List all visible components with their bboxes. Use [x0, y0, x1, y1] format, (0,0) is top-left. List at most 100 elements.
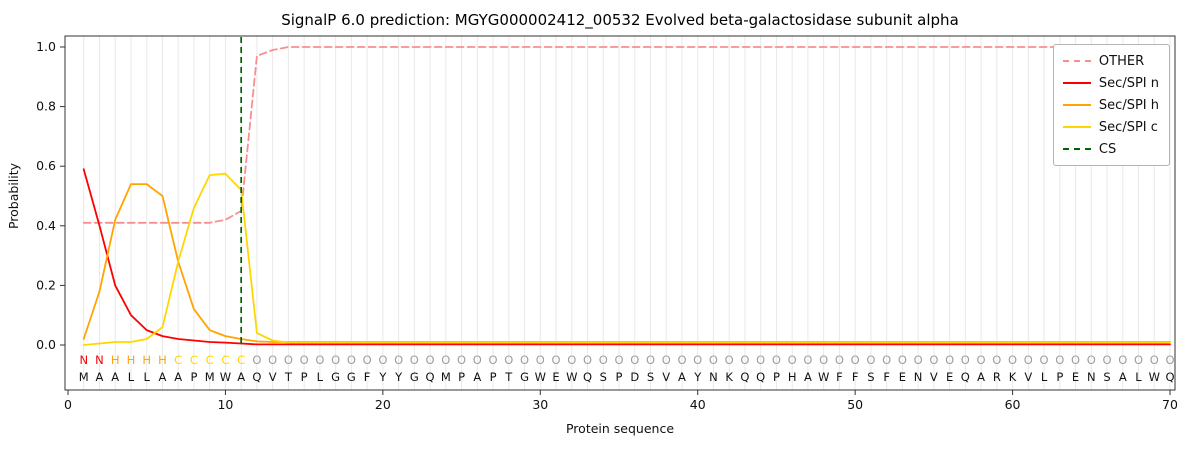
- region-label: O: [788, 353, 797, 367]
- residue-label: Q: [1165, 370, 1174, 384]
- legend-line-sample: [1062, 148, 1091, 150]
- residue-label: L: [317, 370, 324, 384]
- residue-label: N: [1087, 370, 1096, 384]
- y-tick-label: 1.0: [36, 39, 56, 54]
- region-label: O: [315, 353, 324, 367]
- legend-label: CS: [1098, 141, 1117, 157]
- region-label: O: [929, 353, 938, 367]
- region-label: H: [158, 353, 167, 367]
- legend-item: CS: [1062, 138, 1159, 160]
- x-tick-label: 70: [1162, 397, 1178, 412]
- region-label: O: [740, 353, 749, 367]
- region-label: O: [1165, 353, 1174, 367]
- region-label: O: [693, 353, 702, 367]
- residue-label: L: [144, 370, 151, 384]
- residue-label: F: [836, 370, 843, 384]
- region-label: C: [190, 353, 198, 367]
- residue-label: P: [190, 370, 197, 384]
- residue-label: M: [205, 370, 215, 384]
- region-label: O: [756, 353, 765, 367]
- residue-label: G: [520, 370, 529, 384]
- residue-label: Q: [756, 370, 765, 384]
- region-label: O: [1024, 353, 1033, 367]
- region-label: O: [284, 353, 293, 367]
- residue-label: R: [993, 370, 1001, 384]
- region-label: O: [1008, 353, 1017, 367]
- residue-label: W: [1149, 370, 1160, 384]
- residue-label: Q: [426, 370, 435, 384]
- region-label: O: [583, 353, 592, 367]
- y-tick-label: 0.4: [36, 218, 56, 233]
- region-label: O: [551, 353, 560, 367]
- residue-label: P: [458, 370, 465, 384]
- residue-label: N: [709, 370, 718, 384]
- residue-label: Q: [740, 370, 749, 384]
- legend-line-sample: [1062, 60, 1091, 62]
- residue-label: M: [79, 370, 89, 384]
- legend-label: Sec/SPI h: [1098, 97, 1159, 113]
- region-label: O: [882, 353, 891, 367]
- region-label: O: [819, 353, 828, 367]
- region-label: O: [1040, 353, 1049, 367]
- x-tick-label: 30: [532, 397, 548, 412]
- legend-line-sample: [1062, 82, 1091, 84]
- residue-label: P: [616, 370, 623, 384]
- region-label: O: [441, 353, 450, 367]
- region-label: O: [630, 353, 639, 367]
- x-tick-label: 0: [64, 397, 72, 412]
- residue-label: W: [220, 370, 231, 384]
- residue-label: N: [914, 370, 923, 384]
- residue-label: V: [930, 370, 938, 384]
- region-label: O: [677, 353, 686, 367]
- residue-label: V: [662, 370, 670, 384]
- residue-label: A: [111, 370, 119, 384]
- residue-label: Y: [693, 370, 702, 384]
- region-label: H: [142, 353, 151, 367]
- region-label: O: [300, 353, 309, 367]
- region-label: O: [473, 353, 482, 367]
- residue-label: L: [1135, 370, 1142, 384]
- region-label: O: [1102, 353, 1111, 367]
- residue-label: T: [284, 370, 293, 384]
- residue-label: W: [566, 370, 577, 384]
- region-label: N: [95, 353, 104, 367]
- residue-label: D: [630, 370, 639, 384]
- x-tick-label: 10: [217, 397, 233, 412]
- region-label: O: [394, 353, 403, 367]
- residue-label: E: [946, 370, 953, 384]
- legend: OTHER Sec/SPI n Sec/SPI h Sec/SPI c CS: [1052, 44, 1170, 166]
- residue-label: A: [96, 370, 104, 384]
- region-label: C: [237, 353, 245, 367]
- series-line-other: [82, 46, 1171, 224]
- residue-label: A: [1119, 370, 1127, 384]
- residue-label: Q: [252, 370, 261, 384]
- region-label: O: [914, 353, 923, 367]
- region-label: O: [457, 353, 466, 367]
- legend-item: Sec/SPI c: [1062, 116, 1159, 138]
- region-label: O: [347, 353, 356, 367]
- region-label: O: [1087, 353, 1096, 367]
- region-label: O: [835, 353, 844, 367]
- region-label: O: [725, 353, 734, 367]
- region-label: H: [111, 353, 120, 367]
- series-line-sec-spi-h: [82, 183, 1171, 343]
- residue-label: T: [504, 370, 513, 384]
- region-label: O: [567, 353, 576, 367]
- region-label: O: [977, 353, 986, 367]
- region-label: O: [709, 353, 718, 367]
- legend-label: Sec/SPI c: [1098, 119, 1158, 135]
- x-tick-label: 60: [1005, 397, 1021, 412]
- residue-label: Y: [394, 370, 403, 384]
- region-label: O: [1055, 353, 1064, 367]
- residue-label: G: [410, 370, 419, 384]
- region-label: O: [363, 353, 372, 367]
- residue-label: M: [441, 370, 451, 384]
- region-label: O: [1071, 353, 1080, 367]
- residue-label: G: [347, 370, 356, 384]
- x-tick-label: 40: [690, 397, 706, 412]
- region-label: N: [79, 353, 88, 367]
- region-label: O: [378, 353, 387, 367]
- region-label: O: [992, 353, 1001, 367]
- residue-label: P: [773, 370, 780, 384]
- legend-label: Sec/SPI n: [1098, 75, 1159, 91]
